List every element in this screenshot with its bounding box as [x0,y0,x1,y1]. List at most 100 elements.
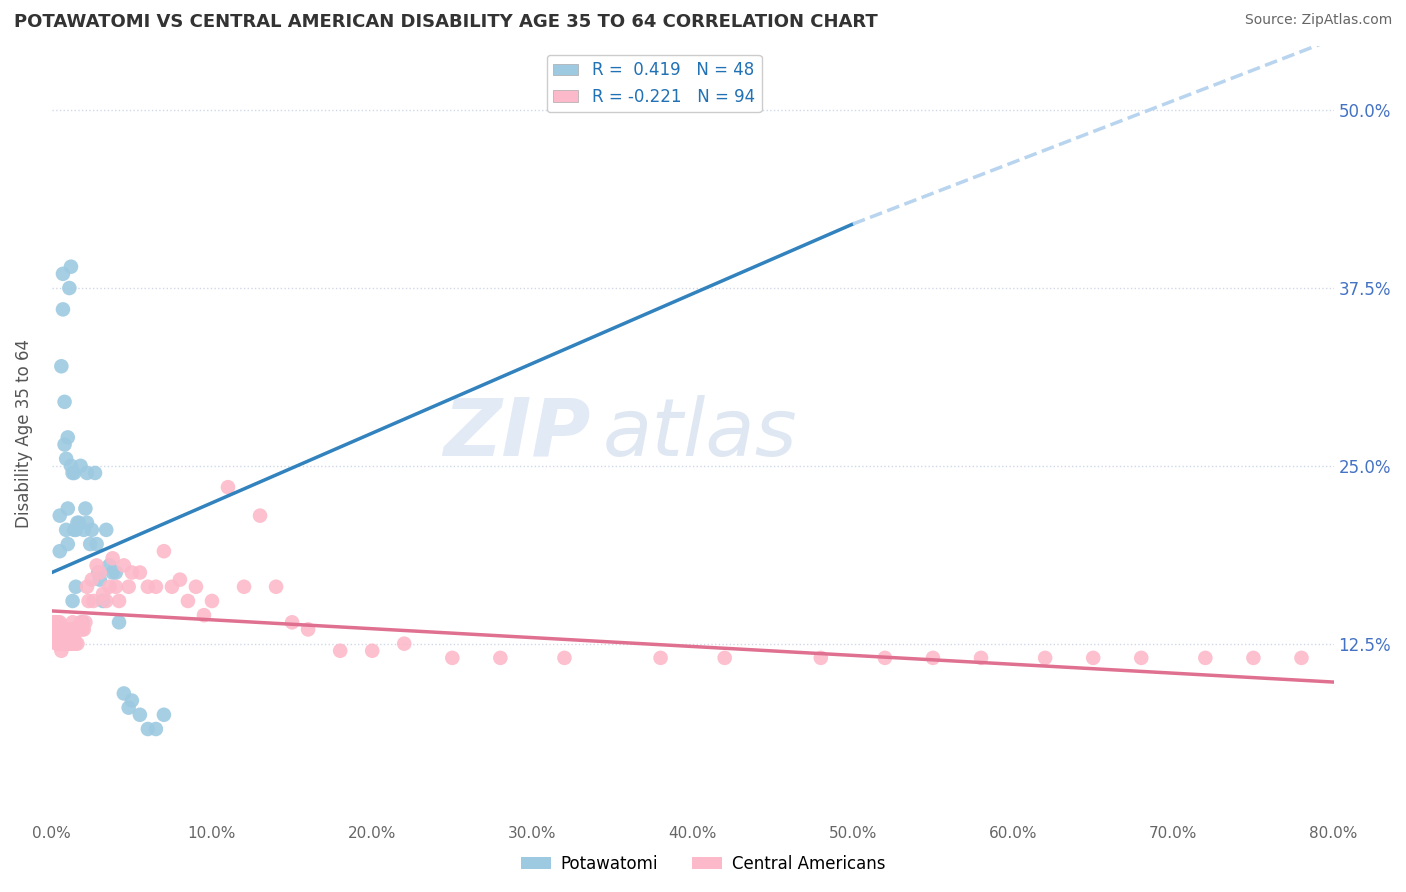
Point [59,623,82,637]
Legend: Potawatomi, Central Americans: Potawatomi, Central Americans [515,848,891,880]
Point [96,523,118,537]
Point [101,551,124,566]
Point [65,623,87,637]
Point [153,544,176,558]
Point [104,580,127,594]
Point [121,566,143,580]
Point [98,558,121,573]
Point [329,644,352,658]
Point [136,722,159,736]
Point [62,615,84,630]
Point [45,637,67,651]
Point [55,523,77,537]
Point [66,516,89,530]
Legend: R =  0.419   N = 48, R = -0.221   N = 94: R = 0.419 N = 48, R = -0.221 N = 94 [547,54,762,112]
Point [62,466,84,480]
Point [98,580,121,594]
Point [66,637,89,651]
Y-axis label: Disability Age 35 to 64: Disability Age 35 to 64 [15,339,32,528]
Point [53,437,76,451]
Point [96,594,118,608]
Point [49,630,72,644]
Point [55,451,77,466]
Point [233,580,256,594]
Point [89,566,111,580]
Point [63,630,86,644]
Point [489,651,512,665]
Point [79,537,101,551]
Point [52,267,75,281]
Point [51,359,73,374]
Point [73,523,96,537]
Point [922,651,945,665]
Point [112,686,135,700]
Point [193,608,215,623]
Point [46,615,69,630]
Point [51,630,73,644]
Point [65,580,87,594]
Point [62,637,84,651]
Point [63,523,86,537]
Point [84,466,107,480]
Point [297,623,319,637]
Point [86,558,108,573]
Point [650,651,672,665]
Point [1241,651,1264,665]
Point [67,516,90,530]
Point [59,637,82,651]
Point [46,630,69,644]
Point [1194,651,1216,665]
Point [49,637,72,651]
Point [1291,651,1313,665]
Point [810,651,832,665]
Point [169,573,191,587]
Point [281,615,304,630]
Point [70,615,93,630]
Point [49,544,72,558]
Point [63,466,86,480]
Point [80,523,103,537]
Point [112,558,135,573]
Point [264,580,287,594]
Point [69,458,91,473]
Point [121,693,143,707]
Point [1083,651,1105,665]
Point [441,651,464,665]
Text: atlas: atlas [603,395,797,473]
Point [91,594,114,608]
Point [53,394,76,409]
Point [58,630,80,644]
Point [87,566,110,580]
Point [75,615,97,630]
Point [49,508,72,523]
Point [46,637,69,651]
Point [101,566,124,580]
Point [1033,651,1056,665]
Point [69,615,91,630]
Point [77,594,100,608]
Point [394,637,416,651]
Point [145,722,167,736]
Point [217,480,239,494]
Point [73,623,96,637]
Point [118,700,141,714]
Point [108,594,131,608]
Point [52,623,75,637]
Point [873,651,896,665]
Point [53,637,76,651]
Text: POTAWATOMI VS CENTRAL AMERICAN DISABILITY AGE 35 TO 64 CORRELATION CHART: POTAWATOMI VS CENTRAL AMERICAN DISABILIT… [14,13,877,31]
Point [45,623,67,637]
Point [86,537,108,551]
Point [45,630,67,644]
Point [56,623,79,637]
Point [52,637,75,651]
Point [76,466,98,480]
Point [80,573,103,587]
Point [1130,651,1153,665]
Point [59,458,82,473]
Point [56,537,79,551]
Point [89,573,111,587]
Point [49,623,72,637]
Point [59,260,82,274]
Point [361,644,384,658]
